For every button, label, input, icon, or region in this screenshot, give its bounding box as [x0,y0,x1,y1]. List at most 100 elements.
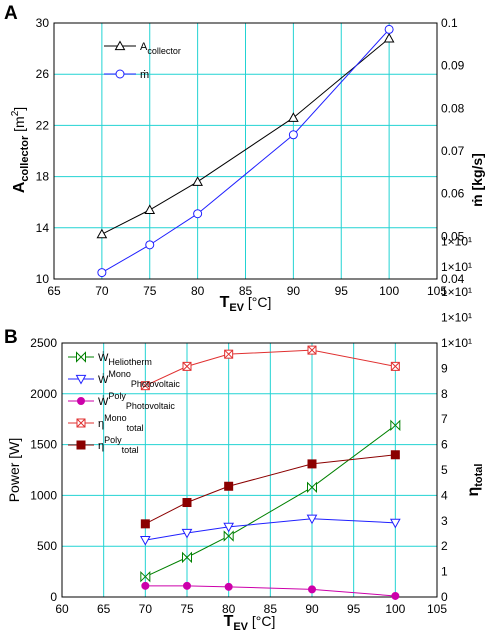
x-tick-label: 85 [264,602,278,616]
y-right-tick-label: 0.05 [441,229,465,243]
panel-label-a: A [4,3,18,24]
data-point-1-2 [193,209,203,219]
grid [62,343,437,597]
y-right-tick-label: 5 [441,463,448,477]
data-point-0-3 [288,112,299,122]
data-point-1-4 [389,518,401,529]
x-tick-label: 85 [239,284,253,298]
legend-label: ṁ [140,69,149,81]
y-right-tick-label: 3 [441,514,448,528]
y-right-axis-title: ṁ [kg/s] [469,153,485,207]
y-left-tick-label: 22 [36,118,50,132]
data-point-4-4 [390,450,400,460]
x-axis-title: TEV [°C] [224,613,276,631]
data-point-3-0 [140,381,150,391]
data-point-2-1 [183,581,191,590]
data-point-0-0 [140,570,151,583]
y-right-tick-label: 6 [441,438,448,452]
data-point-0-0 [96,228,108,239]
legend-marker [76,440,86,450]
y-right-tick-label: 0.07 [441,144,465,158]
y-right-tick-label: 7 [441,412,448,426]
x-tick-label: 95 [347,602,361,616]
data-point-3-1 [182,361,192,371]
data-point-1-4 [384,24,394,34]
grid [54,23,437,279]
data-point-1-0 [139,536,151,546]
legend-marker [77,397,85,405]
y-right-tick-label: 1×10¹ [441,285,472,299]
plot-frame [53,22,438,280]
y-right-tick-label: 1 [441,565,448,579]
data-point-2-0 [141,581,150,590]
legend-label: ẆHeliotherm [98,351,152,367]
y-left-tick-label: 1500 [30,438,57,452]
legend-marker [75,374,87,385]
y-right-tick-label: 0.1 [441,16,458,30]
y-left-tick-label: 1000 [30,488,57,502]
y-left-tick-label: 2500 [30,336,57,350]
y-right-tick-label: 1×10¹ [441,260,472,274]
panel-label-b: B [4,327,18,348]
x-tick-label: 70 [139,602,153,616]
data-point-0-2 [223,530,234,542]
data-point-1-0 [97,268,107,278]
data-point-3-2 [224,349,234,359]
legend-label: Acollector [140,41,181,56]
data-point-0-2 [192,176,203,186]
data-point-4-0 [140,519,150,529]
y-right-tick-label: 0.09 [441,59,465,73]
y-right-tick-label: 8 [441,387,448,401]
y-right-tick-label: 2 [441,539,448,553]
legend-marker [115,69,125,79]
data-point-0-3 [307,481,317,493]
data-point-4-1 [182,498,192,508]
y-left-tick-label: 500 [37,539,57,553]
y-right-tick-label: 4 [441,488,448,502]
data-point-1-3 [306,514,318,525]
x-tick-label: 80 [191,284,205,298]
legend-marker [114,40,126,51]
x-axis-title: TEV [°C] [220,294,272,314]
data-point-0-1 [144,204,156,214]
y-left-tick-label: 26 [36,67,50,81]
data-point-0-4 [390,419,401,432]
legend-label: ẆMonoPhotovoltaic [98,369,180,389]
y-right-tick-label: 1×10¹ [441,311,472,325]
x-tick-label: 65 [97,602,111,616]
x-tick-label: 70 [95,284,109,298]
data-point-4-2 [224,481,234,491]
data-point-1-1 [181,528,193,539]
x-tick-label: 90 [305,602,319,616]
x-tick-label: 65 [47,284,61,298]
x-tick-label: 105 [427,602,447,616]
y-left-axis-title: Acollector [m2] [10,107,31,193]
plot-frame [61,342,438,598]
legend-label: ηPolytotal [98,435,139,455]
chart-b: 60 65 70 75 80 85 90 95 100 105050010001500200025… [6,234,485,631]
data-point-1-3 [288,130,298,140]
data-point-3-3 [307,345,317,355]
y-left-tick-label: 2000 [30,387,57,401]
x-tick-label: 100 [379,284,399,298]
y-left-tick-label: 10 [36,272,50,286]
x-tick-label: 80 [222,602,236,616]
x-tick-label: 60 [55,602,69,616]
y-left-axis-title: Power [W] [6,438,22,503]
y-left-tick-label: 0 [50,590,57,604]
data-point-2-3 [308,585,316,594]
x-tick-label: 75 [143,284,157,298]
y-right-axis-title: ηtotal [465,463,485,496]
x-tick-label: 90 [287,284,301,298]
data-point-1-2 [223,522,235,533]
data-point-1-1 [145,240,155,250]
y-right-tick-label: 0.04 [441,272,465,286]
y-left-tick-label: 18 [36,170,50,184]
data-point-2-4 [391,591,400,600]
data-point-0-1 [182,551,192,564]
chart-a: 65 70 75 80 85 90 95 100 105 10 14 18 22 26 30 0.04 0.05… [10,16,485,314]
data-point-2-2 [224,582,233,591]
x-tick-label: 105 [427,284,447,298]
y-right-tick-label: 0.06 [441,187,465,201]
